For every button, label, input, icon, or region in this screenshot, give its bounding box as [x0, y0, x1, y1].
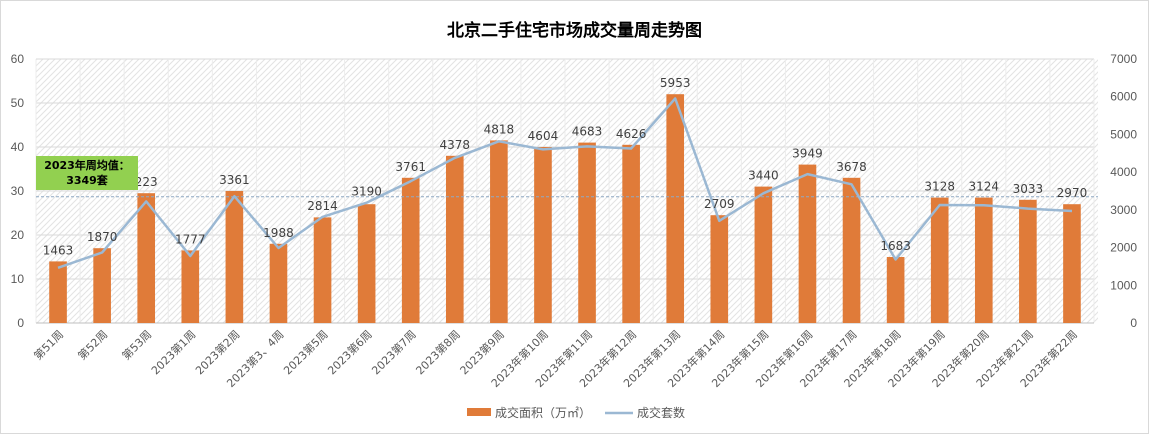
right-axis-ticks: 0 1000 2000 3000 4000 5000 6000 7000 [1110, 52, 1137, 330]
right-tick-label: 6000 [1110, 90, 1137, 104]
data-label: 4604 [528, 129, 559, 143]
x-tick-label: 第53周 [119, 327, 154, 362]
data-label: 3678 [836, 160, 867, 174]
bar [357, 204, 376, 323]
data-label: 3949 [792, 147, 823, 161]
data-label: 3128 [924, 180, 955, 194]
bar [93, 248, 111, 323]
series-line [57, 97, 1073, 269]
bar [490, 140, 508, 323]
right-panel-strip [1094, 59, 1098, 323]
bar [445, 155, 464, 323]
legend-bar-swatch [467, 408, 491, 416]
average-annotation: 2023年周均值： 3349套 [36, 156, 138, 190]
data-label: 4818 [484, 122, 515, 136]
bar [930, 197, 949, 323]
x-tick-label: 第51周 [31, 327, 66, 362]
data-label: 2970 [1057, 186, 1088, 200]
legend: 成交面积（万㎡） 成交套数 [467, 405, 685, 420]
bar [886, 257, 905, 323]
right-tick-label: 5000 [1110, 127, 1137, 141]
bar [710, 215, 729, 323]
data-label: 5953 [660, 76, 691, 90]
right-tick-label: 1000 [1110, 278, 1137, 292]
left-tick-label: 50 [11, 96, 25, 110]
bar [1063, 204, 1081, 323]
bar [666, 94, 685, 323]
bar [974, 197, 993, 323]
right-tick-label: 0 [1130, 316, 1137, 330]
left-tick-label: 60 [11, 52, 25, 66]
legend-bar-label: 成交面积（万㎡） [495, 405, 591, 420]
data-label: 1777 [175, 232, 206, 246]
bar [49, 261, 67, 323]
x-tick-label: 2023第6周 [325, 327, 375, 377]
right-tick-label: 3000 [1110, 203, 1137, 217]
right-tick-label: 2000 [1110, 241, 1137, 255]
left-tick-label: 10 [11, 272, 25, 286]
bar [181, 250, 200, 323]
data-label: 1463 [43, 243, 74, 257]
data-label: 4683 [572, 125, 603, 139]
data-label: 1683 [880, 239, 911, 253]
left-tick-label: 20 [11, 228, 25, 242]
data-label: 3440 [748, 169, 779, 183]
x-tick-label: 2023第1周 [148, 327, 198, 377]
bar [225, 191, 244, 323]
data-label: 2709 [704, 197, 735, 211]
x-tick-label: 第52周 [75, 327, 110, 362]
line-series [57, 97, 1073, 269]
x-axis-labels: 第51周 第52周 第53周2023第1周2023第2周2023第3、4周2023第… [31, 327, 1080, 390]
data-label: 1870 [87, 230, 118, 244]
data-label: 1988 [263, 226, 294, 240]
bar [313, 217, 332, 323]
data-label: 4378 [440, 138, 471, 152]
bar [137, 193, 156, 323]
bar-series [49, 94, 1081, 323]
average-label-line2: 3349套 [66, 174, 108, 187]
bar [842, 177, 861, 323]
bar [754, 186, 773, 323]
x-tick-label: 2023第8周 [413, 327, 463, 377]
data-label: 3361 [219, 173, 250, 187]
left-axis-ticks: 0 10 20 30 40 50 60 [11, 52, 25, 330]
data-label: 3761 [395, 160, 426, 174]
bar [534, 147, 552, 323]
bar [578, 142, 596, 323]
data-labels: 1463 1870 223 1777 3361 1988 2814 3190 3761 4378 4… [43, 76, 1087, 257]
average-label-line1: 2023年周均值： [44, 159, 130, 172]
data-label: 4626 [616, 127, 647, 141]
bar [269, 243, 288, 323]
bar [622, 144, 640, 323]
data-label: 3190 [351, 185, 382, 199]
legend-line-label: 成交套数 [637, 405, 685, 420]
bar [401, 177, 420, 323]
data-label: 223 [135, 175, 158, 189]
right-tick-label: 4000 [1110, 165, 1137, 179]
bar [798, 164, 817, 323]
x-tick-label: 2023第7周 [369, 327, 419, 377]
right-axis-panel [1094, 59, 1098, 323]
left-tick-label: 0 [17, 316, 24, 330]
left-tick-label: 30 [11, 184, 25, 198]
chart-title: 北京二手住宅市场成交量周走势图 [447, 21, 702, 41]
data-label: 3124 [969, 180, 1000, 194]
x-tick-label: 2023第5周 [280, 327, 330, 377]
data-label: 2814 [307, 199, 338, 213]
right-tick-label: 7000 [1110, 52, 1137, 66]
bar [1019, 199, 1037, 323]
left-tick-label: 40 [11, 140, 25, 154]
data-label: 3033 [1013, 182, 1044, 196]
